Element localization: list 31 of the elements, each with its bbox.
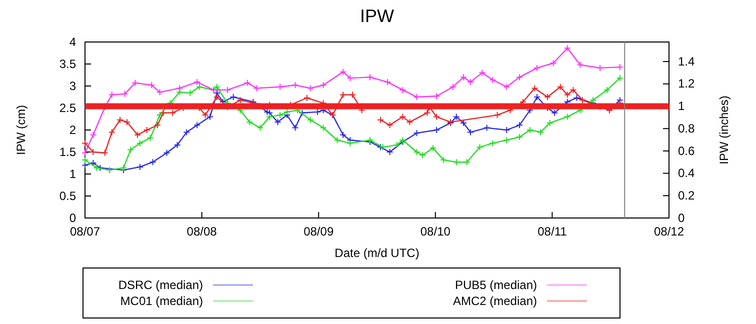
y-tick-label: 1 <box>69 166 76 181</box>
y-axis-title: IPW (cm) <box>14 105 28 155</box>
legend-label: AMC2 (median) <box>452 294 537 308</box>
legend-label: MC01 (median) <box>120 294 203 308</box>
y2-tick-label: 1 <box>678 99 685 114</box>
y-tick-label: 4 <box>69 34 76 49</box>
y-tick-label: 2 <box>69 122 76 137</box>
y-tick-label: 0 <box>69 210 76 225</box>
y-tick-label: 0.5 <box>59 188 76 203</box>
y2-tick-label: 0.8 <box>678 121 696 136</box>
y-tick-label: 1.5 <box>59 144 76 159</box>
x-tick-label: 08/11 <box>538 224 568 239</box>
chart-title: IPW <box>360 6 394 26</box>
y2-tick-label: 0.2 <box>678 188 696 202</box>
y2-tick-label: 1.2 <box>678 76 696 91</box>
legend-label: DSRC (median) <box>118 278 203 292</box>
x-tick-label: 08/12 <box>654 224 684 239</box>
y2-tick-label: 0 <box>678 210 685 225</box>
y2-tick-label: 1.4 <box>678 54 696 68</box>
y-tick-label: 3 <box>69 78 76 93</box>
x-tick-label: 08/10 <box>420 224 451 239</box>
x-tick-label: 08/07 <box>70 224 100 239</box>
x-tick-label: 08/08 <box>186 224 218 239</box>
y-tick-label: 3.5 <box>59 56 76 71</box>
x-axis-title: Date (m/d UTC) <box>334 246 420 260</box>
y2-tick-label: 0.4 <box>678 166 696 180</box>
y2-axis-title: IPW (inches) <box>717 96 731 164</box>
x-tick-label: 08/09 <box>304 224 334 239</box>
legend-label: PUB5 (median) <box>454 278 538 292</box>
y2-tick-label: 0.6 <box>678 144 696 158</box>
y-tick-label: 2.5 <box>59 100 76 115</box>
